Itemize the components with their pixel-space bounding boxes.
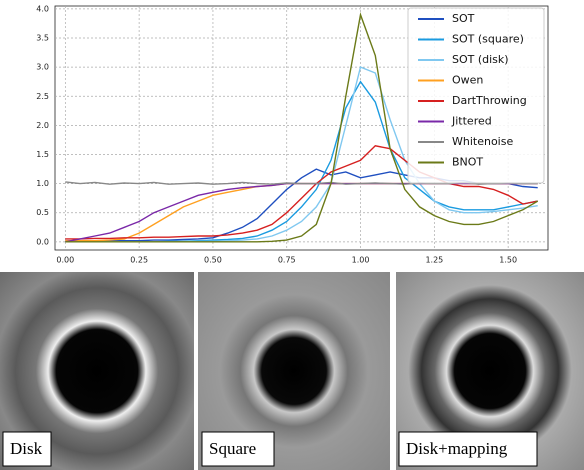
panel-label-box — [2, 431, 52, 467]
panel-label: Square — [209, 439, 256, 458]
legend-label: SOT (square) — [452, 33, 524, 46]
y-tick-label: 0.5 — [36, 208, 49, 217]
series-line — [65, 145, 538, 240]
x-tick-label: 0.00 — [56, 256, 74, 265]
series-line — [65, 12, 539, 243]
y-tick-label: 3.0 — [36, 63, 49, 72]
x-tick-label: 1.25 — [425, 256, 443, 265]
y-tick-label: 0.0 — [36, 237, 49, 246]
y-tick-label: 4.0 — [36, 4, 49, 13]
y-tick-label: 2.5 — [36, 92, 49, 101]
legend-label: DartThrowing — [452, 94, 527, 107]
legend-label: SOT (disk) — [452, 53, 509, 66]
y-tick-label: 3.5 — [36, 34, 49, 43]
panel-label: Disk — [10, 439, 43, 458]
legend-label: Owen — [452, 74, 483, 87]
x-tick-label: 1.50 — [499, 256, 517, 265]
y-tick-label: 1.5 — [36, 150, 49, 159]
x-tick-label: 0.25 — [130, 256, 148, 265]
panel-label-box — [398, 431, 538, 467]
plot-frame — [54, 5, 549, 251]
panel-label: Disk+mapping — [406, 439, 508, 458]
x-tick-label: 0.50 — [204, 256, 222, 265]
legend-box — [407, 7, 545, 184]
legend-label: SOT — [452, 12, 475, 25]
x-tick-label: 1.00 — [352, 256, 370, 265]
y-tick-label: 1.0 — [36, 179, 49, 188]
legend-label: Whitenoise — [452, 135, 513, 148]
legend-label: Jittered — [451, 115, 492, 128]
x-tick-label: 0.75 — [278, 256, 296, 265]
y-tick-label: 2.0 — [36, 121, 49, 130]
panel-label-box — [201, 431, 275, 467]
legend-label: BNOT — [452, 156, 483, 169]
